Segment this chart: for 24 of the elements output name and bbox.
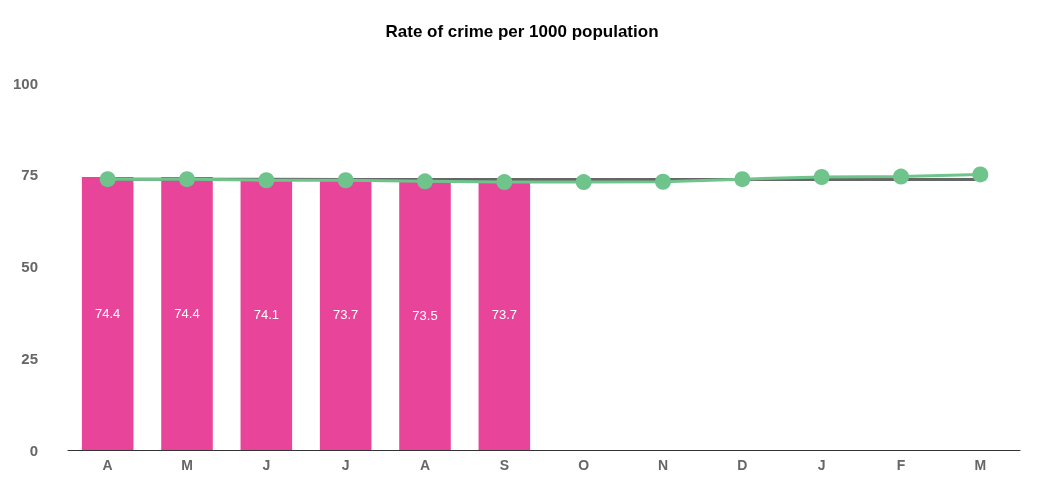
x-tick-label: M <box>181 457 193 473</box>
y-tick-label: 50 <box>21 258 38 275</box>
x-tick-label: O <box>578 457 590 473</box>
data-label: 73.7 <box>333 307 359 323</box>
chart-title: Rate of crime per 1000 population <box>385 22 659 41</box>
x-tick-label: A <box>419 457 431 473</box>
x-tick-label: A <box>102 457 113 473</box>
x-tick-label: M <box>974 457 987 473</box>
y-tick-label: 100 <box>12 74 38 92</box>
x-tick-label: J <box>341 457 350 473</box>
data-label: 74.1 <box>253 306 279 322</box>
x-tick-label: N <box>657 457 669 473</box>
y-tick-label: 75 <box>21 166 38 184</box>
y-tick-label: 0 <box>29 441 38 459</box>
data-label: 73.7 <box>491 307 517 323</box>
x-tick-label: J <box>262 457 271 473</box>
x-tick-label: F <box>896 457 906 473</box>
data-label: 73.5 <box>412 307 438 323</box>
x-tick-label: J <box>817 457 826 473</box>
y-tick-label: 25 <box>21 349 38 367</box>
x-tick-label: D <box>737 457 748 473</box>
data-label: 74.4 <box>174 305 200 321</box>
x-tick-label: S <box>499 457 510 473</box>
data-label: 74.4 <box>95 305 121 321</box>
